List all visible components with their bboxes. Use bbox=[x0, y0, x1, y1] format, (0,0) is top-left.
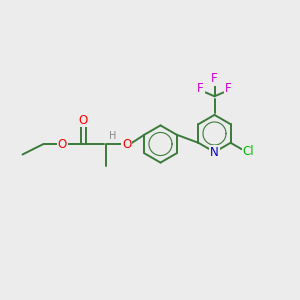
Text: O: O bbox=[58, 137, 67, 151]
Text: O: O bbox=[122, 137, 131, 151]
Text: Cl: Cl bbox=[243, 145, 254, 158]
Text: N: N bbox=[210, 146, 219, 159]
Text: F: F bbox=[197, 82, 204, 95]
Text: F: F bbox=[225, 82, 232, 95]
Text: O: O bbox=[79, 113, 88, 127]
Text: F: F bbox=[211, 72, 218, 85]
Text: H: H bbox=[109, 130, 116, 141]
